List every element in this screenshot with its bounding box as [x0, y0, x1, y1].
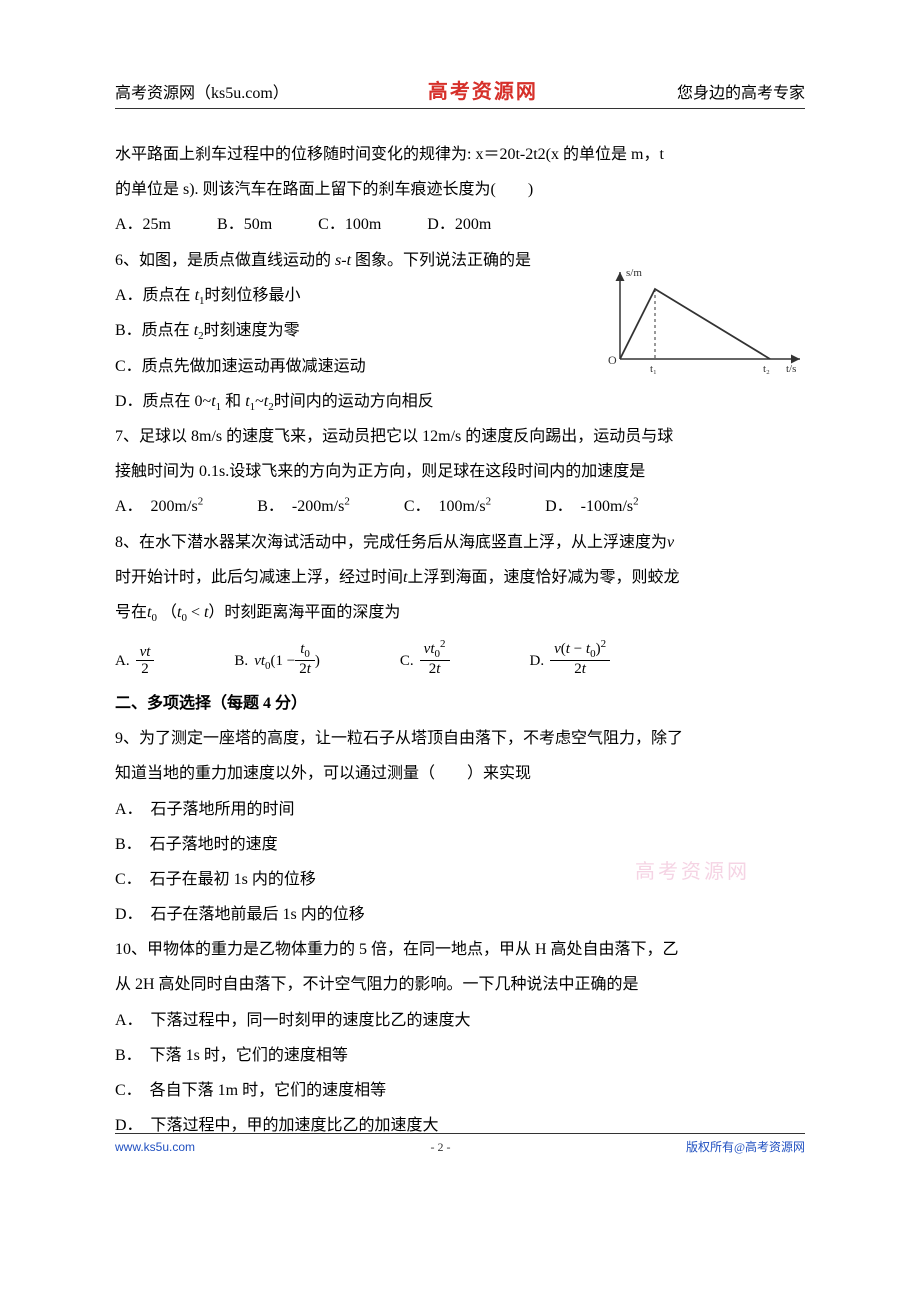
q10-line2: 从 2H 高处同时自由落下，不计空气阻力的影响。一下几种说法中正确的是 — [115, 967, 805, 1002]
origin-label: O — [608, 353, 617, 367]
y-axis-label: s/m — [626, 267, 642, 279]
q5-opt-c: C．100m — [318, 207, 381, 242]
q8-opt-b: B. vt0(1 − t02t) — [234, 641, 319, 678]
q8-line2: 时开始计时，此后匀减速上浮，经过时间t上浮到海面，速度恰好减为零，则蛟龙 — [115, 560, 805, 595]
q10-opt-c: C． 各自下落 1m 时，它们的速度相等 — [115, 1073, 805, 1108]
q8-line1: 8、在水下潜水器某次海试活动中，完成任务后从海底竖直上浮，从上浮速度为v — [115, 525, 805, 560]
t2-label: t₂ — [763, 363, 770, 375]
q9-line2: 知道当地的重力加速度以外，可以通过测量（ ）来实现 — [115, 756, 805, 791]
q7-opt-d: D． -100m/s2 — [545, 489, 639, 524]
q9-opt-d: D． 石子在落地前最后 1s 内的位移 — [115, 897, 805, 932]
header-right: 您身边的高考专家 — [677, 79, 805, 103]
page-number: - 2 - — [430, 1140, 450, 1155]
q7-opt-c: C． 100m/s2 — [404, 489, 491, 524]
q7-opt-a: A． 200m/s2 — [115, 489, 203, 524]
q5-opt-a: A．25m — [115, 207, 171, 242]
q8-opt-c: C. vt022t — [400, 638, 450, 678]
watermark: 高考资源网 — [635, 855, 750, 884]
page-header: 高考资源网（ks5u.com） 高考资源网 您身边的高考专家 — [115, 75, 805, 109]
page-footer: www.ks5u.com - 2 - 版权所有@高考资源网 — [115, 1133, 805, 1155]
q5-line2: 的单位是 s). 则该汽车在路面上留下的刹车痕迹长度为( ) — [115, 172, 805, 207]
q6-opt-d: D．质点在 0~t1 和 t1~t2时间内的运动方向相反 — [115, 384, 805, 419]
q5-line1: 水平路面上刹车过程中的位移随时间变化的规律为: x＝20t-2t2(x 的单位是… — [115, 137, 805, 172]
header-title: 高考资源网 — [428, 75, 538, 104]
q5-opt-d: D．200m — [427, 207, 491, 242]
q7-line1: 7、足球以 8m/s 的速度飞来，运动员把它以 12m/s 的速度反向踢出，运动… — [115, 419, 805, 454]
header-left: 高考资源网（ks5u.com） — [115, 79, 289, 103]
q7-options: A． 200m/s2 B． -200m/s2 C． 100m/s2 D． -10… — [115, 489, 805, 524]
q8-opt-a: A. vt2 — [115, 644, 154, 678]
q10-opt-b: B． 下落 1s 时，它们的速度相等 — [115, 1038, 805, 1073]
q8-opt-d: D. v(t − t0)22t — [530, 638, 611, 678]
section-heading: 二、多项选择（每题 4 分） — [115, 686, 805, 721]
q5-opt-b: B．50m — [217, 207, 272, 242]
q8-options: A. vt2 B. vt0(1 − t02t) C. vt022t D. v(t… — [115, 638, 805, 678]
footer-copyright: 版权所有@高考资源网 — [686, 1138, 805, 1155]
footer-url: www.ks5u.com — [115, 1140, 195, 1154]
q9-opt-a: A． 石子落地所用的时间 — [115, 792, 805, 827]
x-axis-label: t/s — [786, 363, 796, 375]
q9-line1: 9、为了测定一座塔的高度，让一粒石子从塔顶自由落下，不考虑空气阻力，除了 — [115, 721, 805, 756]
q7-opt-b: B． -200m/s2 — [257, 489, 350, 524]
q10-line1: 10、甲物体的重力是乙物体重力的 5 倍，在同一地点，甲从 H 高处自由落下，乙 — [115, 932, 805, 967]
st-graph: s/m t/s t₁ t₂ O — [600, 264, 810, 379]
q7-line2: 接触时间为 0.1s.设球飞来的方向为正方向，则足球在这段时间内的加速度是 — [115, 454, 805, 489]
t1-label: t₁ — [650, 363, 657, 375]
q5-options: A．25m B．50m C．100m D．200m — [115, 207, 805, 242]
q8-line3: 号在t0 （t0 < t）时刻距离海平面的深度为 — [115, 595, 805, 630]
q10-opt-a: A． 下落过程中，同一时刻甲的速度比乙的速度大 — [115, 1003, 805, 1038]
